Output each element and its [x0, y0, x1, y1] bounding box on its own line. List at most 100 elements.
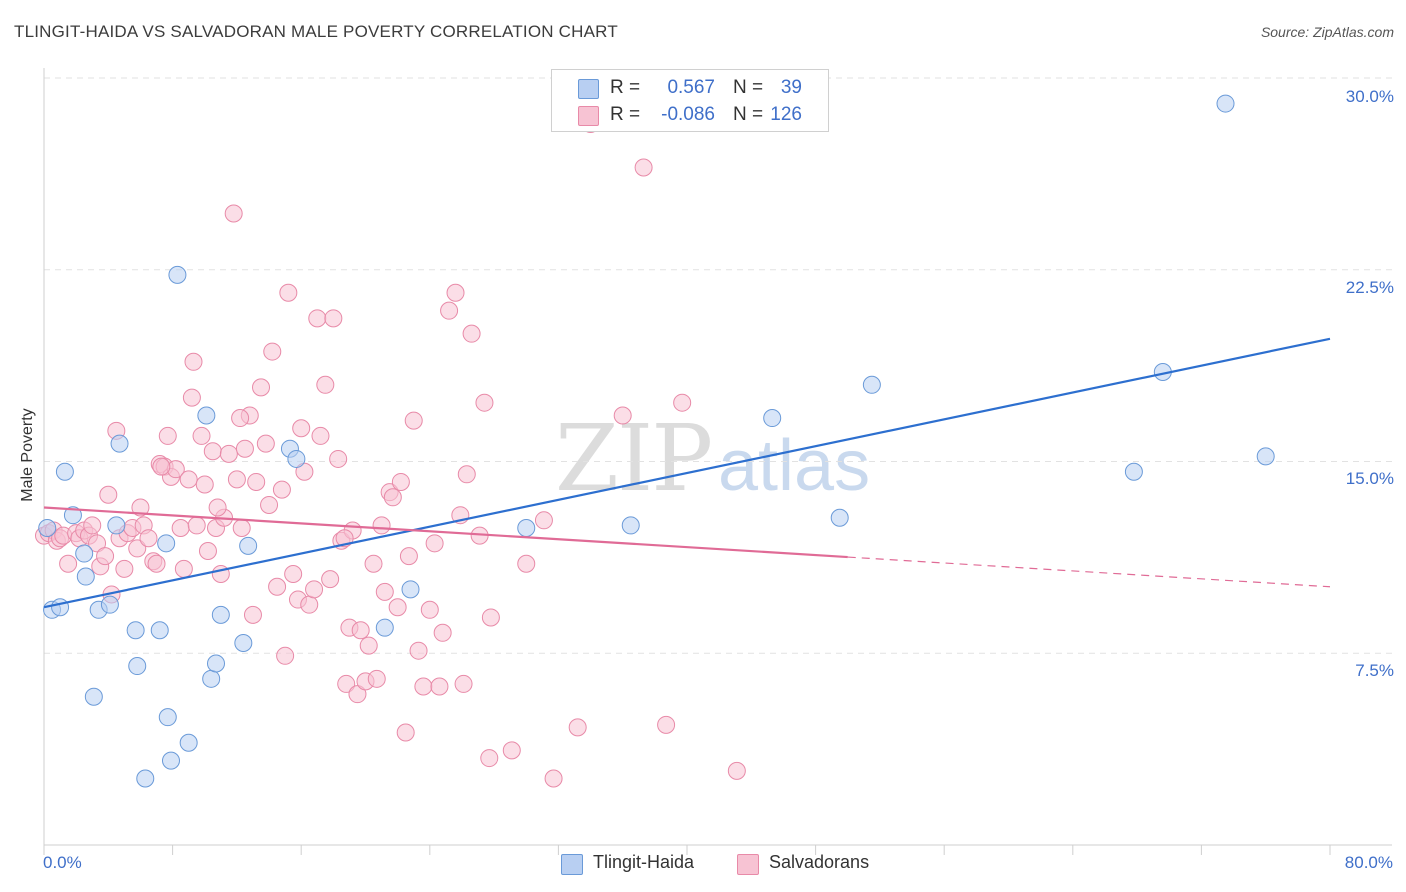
salvadoran-point	[147, 554, 166, 573]
salvadoran-point	[115, 559, 134, 578]
tlingit-point	[128, 657, 147, 676]
legend-r-label: R =	[610, 77, 641, 98]
salvadoran-point	[383, 488, 402, 507]
tlingit-point	[197, 406, 216, 425]
tlingit-point	[1124, 462, 1143, 481]
salvadoran-point	[454, 674, 473, 693]
salvadoran-point	[268, 577, 287, 596]
salvadoran-point	[517, 554, 536, 573]
salvadoran-point	[231, 409, 250, 428]
salvadoran-point	[534, 511, 553, 530]
salvadoran-point	[399, 547, 418, 566]
salvadoran-point	[481, 608, 500, 627]
salvadoran-point	[252, 378, 271, 397]
salvadoran-point	[227, 470, 246, 489]
bottom-legend-label: Tlingit-Haida	[593, 852, 695, 872]
tlingit-point	[517, 518, 536, 537]
legend-n-value: 126	[770, 104, 802, 125]
salvadoran-point	[179, 470, 198, 489]
salvadoran-point	[276, 646, 295, 665]
salvadoran-point	[83, 516, 102, 535]
tlingit-point	[107, 516, 126, 535]
salvadoran-point	[462, 324, 481, 343]
salvadoran-point	[457, 465, 476, 484]
salvadoran-point	[351, 621, 370, 640]
salvadoran-point	[128, 539, 147, 558]
tlingit-point	[161, 751, 180, 770]
tlingit-point	[375, 618, 394, 637]
tlingit-point	[207, 654, 226, 673]
tlingit-point	[100, 595, 119, 614]
salvadoran-point	[433, 623, 452, 642]
salvadoran-point	[335, 529, 354, 548]
salvadoran-point	[263, 342, 282, 361]
salvadoran-point	[502, 741, 521, 760]
tlingit-point	[1216, 94, 1235, 113]
salvadoran-point	[260, 495, 279, 514]
salvadoran-point	[99, 485, 118, 504]
salvadoran-point	[292, 419, 311, 438]
salvadoran-point	[420, 600, 439, 619]
salvadoran-point	[96, 547, 115, 566]
salvadoran-point	[232, 518, 251, 537]
salvadoran-point	[480, 749, 499, 768]
tlingit-point	[239, 536, 258, 555]
legend-r-value: -0.086	[661, 104, 715, 125]
tlingit-point	[179, 733, 198, 752]
salvadoran-point	[425, 534, 444, 553]
bottom-legend-label: Salvadorans	[769, 852, 870, 872]
tlingit-point	[287, 449, 306, 468]
salvadoran-point	[131, 498, 150, 517]
tlingit-point	[234, 634, 253, 653]
tlingit-point	[150, 621, 169, 640]
salvadoran-point	[568, 718, 587, 737]
salvadoran-point	[272, 480, 291, 499]
salvadoran-point	[372, 516, 391, 535]
salvadoran-point	[337, 674, 356, 693]
salvadoran-point	[388, 598, 407, 617]
tlingit-point	[110, 434, 129, 453]
salvadoran-point	[348, 685, 367, 704]
tlingit-point	[76, 567, 95, 586]
tlingit-point	[51, 598, 70, 617]
tlingit-point	[202, 669, 221, 688]
salvadoran-point	[203, 442, 222, 461]
tlingit-point	[84, 687, 103, 706]
chart-title: TLINGIT-HAIDA VS SALVADORAN MALE POVERTY…	[14, 22, 618, 41]
salvadoran-point	[152, 457, 171, 476]
salvadoran-point	[192, 426, 211, 445]
salvadoran-point	[256, 434, 275, 453]
tlingit-point	[75, 544, 94, 563]
salvadoran-point	[198, 541, 217, 560]
salvadoran-point	[634, 158, 653, 177]
x-tick-label-min: 0.0%	[43, 853, 82, 872]
salvadoran-point	[367, 669, 386, 688]
tlingit-point	[168, 265, 187, 284]
salvadoran-point	[235, 439, 254, 458]
tlingit-point	[763, 409, 782, 428]
salvadoran-point	[475, 393, 494, 412]
salvadoran-point	[446, 283, 465, 302]
tlingit-trend-line	[43, 337, 1331, 609]
salvadoran-point	[364, 554, 383, 573]
salvadoran-point	[171, 518, 190, 537]
salvadoran-point	[195, 475, 214, 494]
y-axis-label: Male Poverty	[19, 408, 36, 502]
salvadoran-point	[657, 715, 676, 734]
legend-r-label: R =	[610, 104, 641, 125]
legend-n-label: N =	[733, 77, 764, 98]
salvadoran-point	[375, 582, 394, 601]
y-tick-label: 7.5%	[1355, 661, 1394, 680]
salvadoran-point	[139, 529, 158, 548]
legend-swatch-pink	[578, 106, 599, 126]
salvadoran-point	[279, 283, 298, 302]
bottom-legend-swatch-blue	[561, 854, 583, 875]
salvadoran-point	[174, 559, 193, 578]
tlingit-point	[830, 508, 849, 527]
salvadoran-point	[295, 462, 314, 481]
salvadoran-point	[321, 570, 340, 589]
x-tick-label-max: 80.0%	[1344, 853, 1393, 872]
salvadoran-point	[219, 444, 238, 463]
salvadoran-point	[391, 472, 410, 491]
